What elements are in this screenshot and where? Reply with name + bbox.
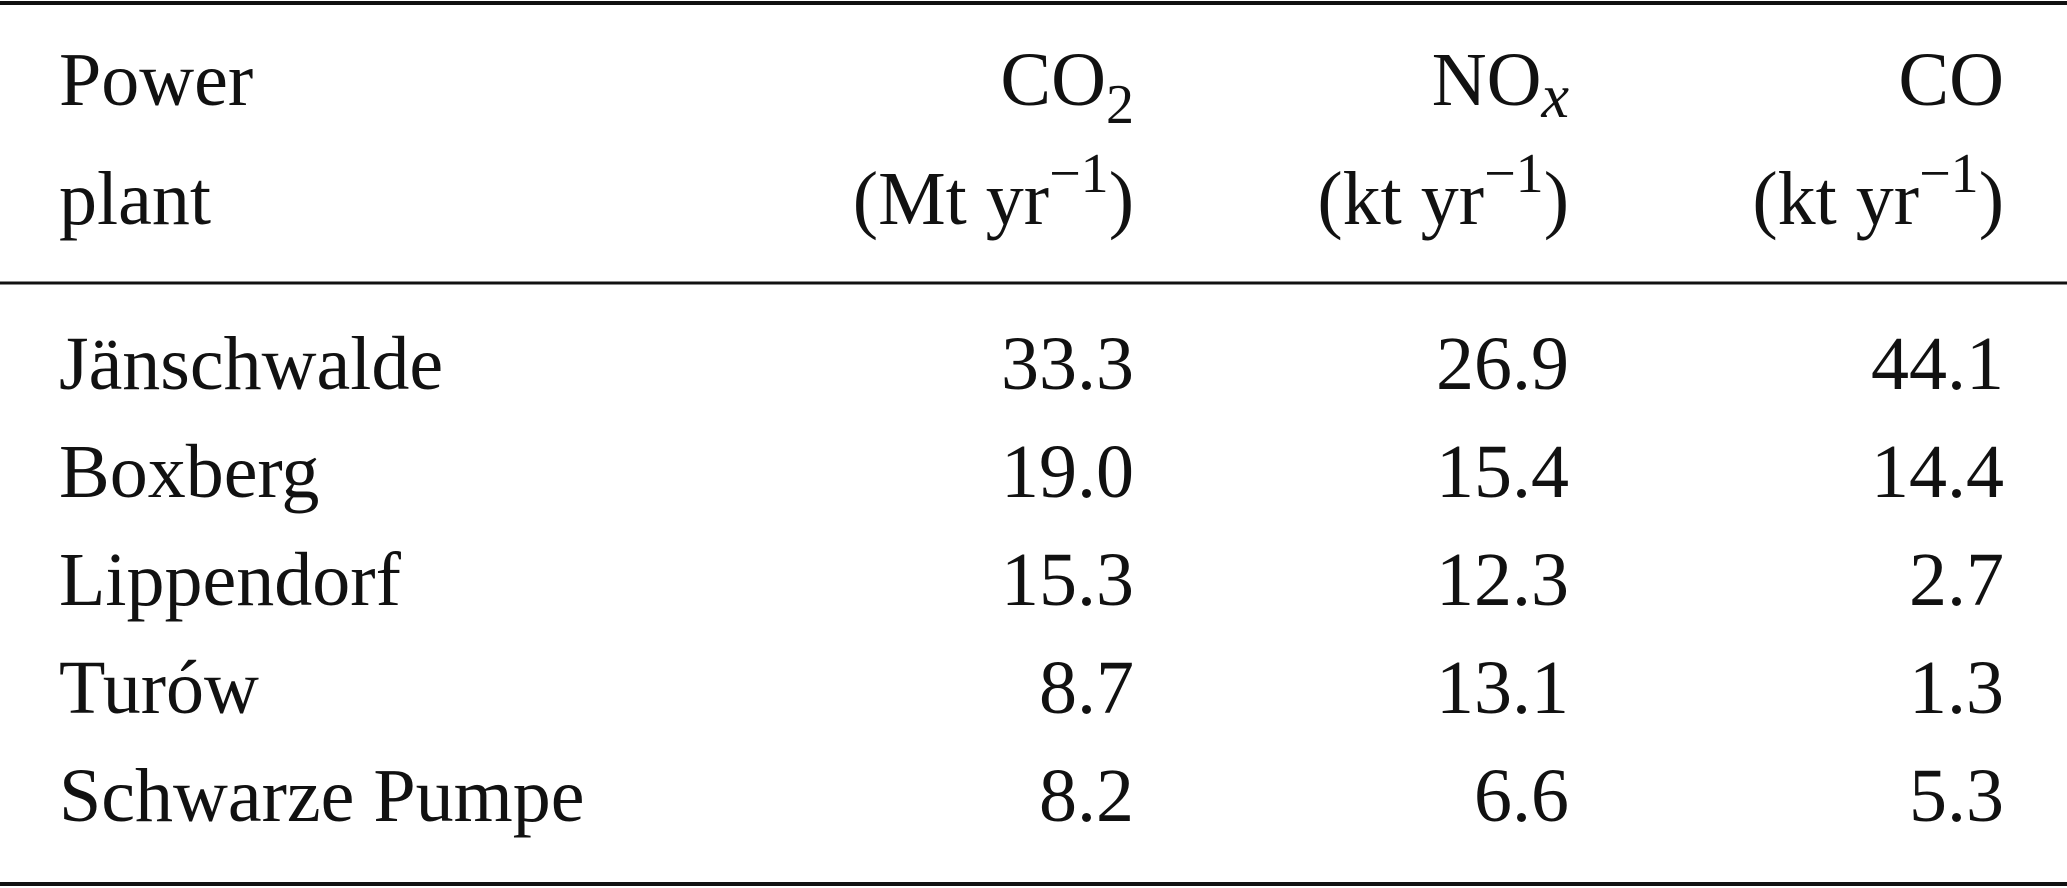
header-cell: CO [1898,38,2004,122]
superscript: −1 [1049,143,1109,205]
header-cell: plant [59,157,211,241]
cell-value: 6.6 [1474,754,1569,838]
header-unit: (Mt yr [853,157,1049,241]
header-unit: ) [1109,157,1134,241]
header-text: NO [1432,38,1542,122]
header-cell: CO2 [1000,38,1134,136]
row-label: Lippendorf [59,538,402,622]
cell-value: 13.1 [1436,646,1569,730]
cell-value: 26.9 [1436,322,1569,406]
cell-value: 1.3 [1909,646,2004,730]
cell-value: 5.3 [1909,754,2004,838]
cell-value: 8.2 [1039,754,1134,838]
subscript: 2 [1106,74,1134,136]
superscript: −1 [1484,143,1544,205]
header-unit: ) [1544,157,1569,241]
row-label: Turów [59,646,259,730]
row-label: Boxberg [59,430,319,514]
cell-value: 12.3 [1436,538,1569,622]
header-cell: (Mt yr−1) [853,143,1134,241]
superscript: −1 [1919,143,1979,205]
header-cell: NOx [1432,38,1570,131]
header-unit: ) [1979,157,2004,241]
row-label: Jänschwalde [59,322,443,406]
header-text: CO [1000,38,1106,122]
cell-value: 14.4 [1871,430,2004,514]
header-cell: (kt yr−1) [1317,143,1569,241]
header-unit: (kt yr [1317,157,1484,241]
header-cell: Power [59,38,253,122]
cell-value: 19.0 [1001,430,1134,514]
header-unit: (kt yr [1752,157,1919,241]
cell-value: 44.1 [1871,322,2004,406]
cell-value: 2.7 [1909,538,2004,622]
row-label: Schwarze Pumpe [59,754,585,838]
header-cell: (kt yr−1) [1752,143,2004,241]
cell-value: 8.7 [1039,646,1134,730]
cell-value: 15.4 [1436,430,1569,514]
cell-value: 33.3 [1001,322,1134,406]
subscript: x [1540,63,1569,131]
cell-value: 15.3 [1001,538,1134,622]
